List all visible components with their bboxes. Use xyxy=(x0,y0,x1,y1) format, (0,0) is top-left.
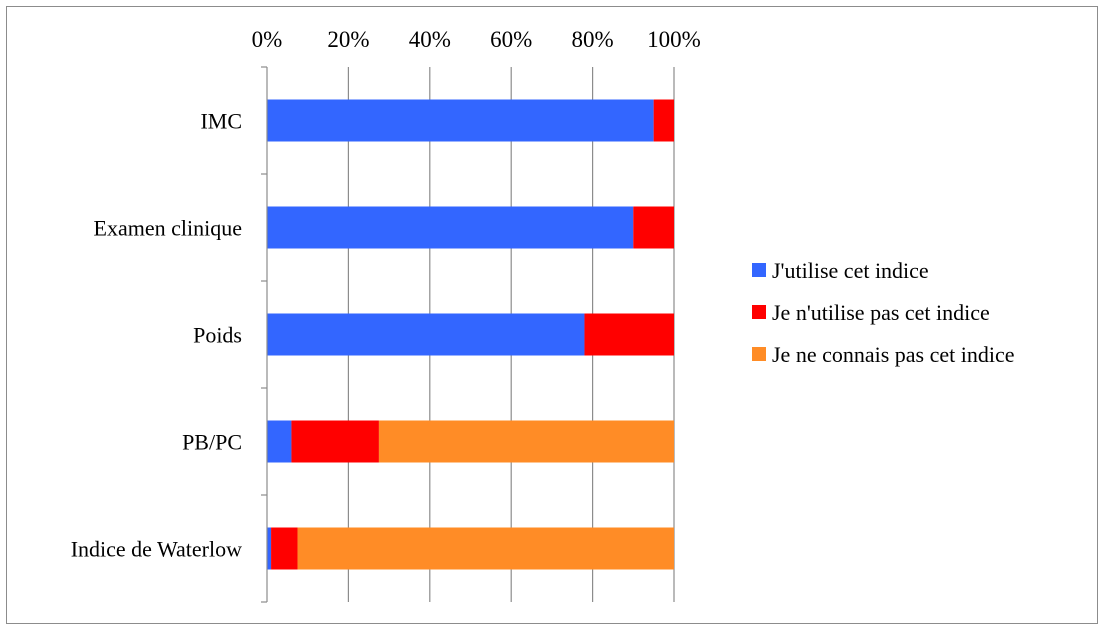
bar-segment xyxy=(653,99,674,142)
category-label: Poids xyxy=(193,323,242,348)
bar-segment xyxy=(291,420,379,463)
bar-segment xyxy=(267,420,292,463)
x-tick-label: 40% xyxy=(409,27,451,52)
legend-label: J'utilise cet indice xyxy=(772,258,929,283)
bar-segment xyxy=(297,527,674,570)
x-tick-label: 100% xyxy=(647,27,701,52)
bars xyxy=(267,99,674,570)
bar-segment xyxy=(378,420,674,463)
bar-segment xyxy=(584,313,674,356)
category-labels: IMC Examen clinique Poids PB/PC Indice de Wa… xyxy=(71,109,242,562)
legend-swatch xyxy=(752,263,766,277)
legend: J'utilise cet indice Je n'utilise pas cet… xyxy=(752,258,1015,367)
category-label: PB/PC xyxy=(182,430,242,455)
x-axis-ticks: 0% 20% 40% 60% 80% 100% xyxy=(252,27,701,52)
x-tick-label: 80% xyxy=(572,27,614,52)
legend-swatch xyxy=(752,347,766,361)
bar-segment xyxy=(271,527,298,570)
bar-segment xyxy=(267,206,634,249)
bar-segment xyxy=(633,206,674,249)
x-tick-label: 20% xyxy=(327,27,369,52)
bar-segment xyxy=(267,527,272,570)
x-tick-label: 60% xyxy=(490,27,532,52)
legend-label: Je ne connais pas cet indice xyxy=(772,342,1015,367)
x-tick-label: 0% xyxy=(252,27,283,52)
legend-swatch xyxy=(752,305,766,319)
bar-segment xyxy=(267,313,585,356)
category-label: IMC xyxy=(200,109,242,134)
category-label: Indice de Waterlow xyxy=(71,537,242,562)
y-axis xyxy=(261,66,268,603)
legend-label: Je n'utilise pas cet indice xyxy=(772,300,990,325)
category-label: Examen clinique xyxy=(94,216,242,241)
bar-segment xyxy=(267,99,654,142)
